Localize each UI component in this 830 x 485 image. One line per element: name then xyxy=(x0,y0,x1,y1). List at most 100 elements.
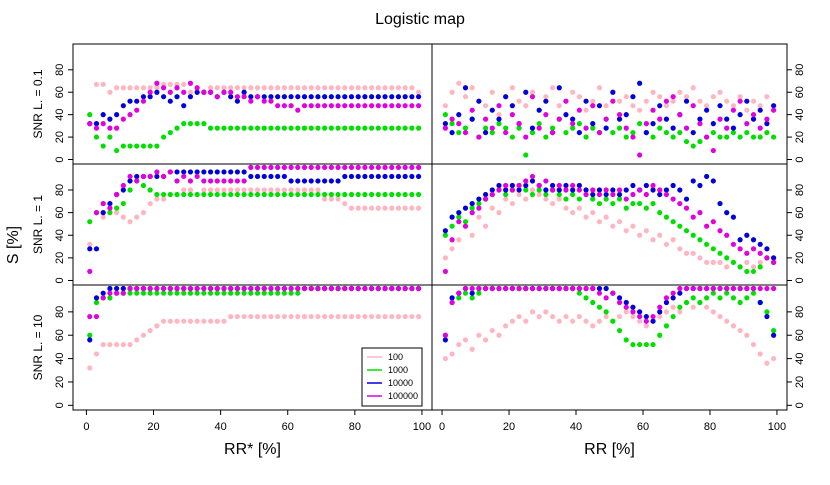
point xyxy=(295,94,301,100)
point xyxy=(221,290,227,296)
point xyxy=(375,285,381,292)
point xyxy=(174,169,180,175)
point xyxy=(348,164,355,170)
point xyxy=(369,191,375,198)
point xyxy=(469,290,475,296)
point xyxy=(523,187,529,193)
point xyxy=(254,191,261,198)
point xyxy=(456,129,462,136)
point xyxy=(308,313,314,320)
point xyxy=(234,98,241,104)
point xyxy=(757,264,763,270)
point xyxy=(529,129,536,136)
point xyxy=(704,295,710,301)
point xyxy=(295,191,301,198)
point xyxy=(147,143,153,149)
point xyxy=(583,295,589,301)
point xyxy=(462,125,469,131)
point xyxy=(516,121,522,127)
point xyxy=(690,214,696,220)
point xyxy=(456,290,462,296)
point xyxy=(187,187,194,193)
point xyxy=(281,191,287,198)
point xyxy=(690,250,696,256)
point xyxy=(114,210,120,216)
point xyxy=(107,210,113,216)
point xyxy=(509,85,515,91)
point xyxy=(322,178,328,184)
point xyxy=(201,121,207,127)
point xyxy=(288,164,294,170)
point xyxy=(207,178,214,184)
point xyxy=(187,191,194,198)
point xyxy=(402,103,408,109)
point xyxy=(127,85,133,91)
point xyxy=(214,191,220,198)
y-tick-label: 40 xyxy=(54,352,66,364)
point xyxy=(328,85,334,91)
point xyxy=(456,341,462,348)
point xyxy=(556,191,562,198)
point xyxy=(342,94,348,100)
point xyxy=(710,129,716,136)
y-tick-label: 40 xyxy=(794,229,806,241)
point xyxy=(147,85,153,91)
point xyxy=(308,191,314,198)
point xyxy=(697,299,703,306)
point xyxy=(281,290,287,296)
point xyxy=(288,285,294,292)
point xyxy=(322,164,328,170)
point xyxy=(87,337,93,343)
point xyxy=(281,164,287,170)
point xyxy=(187,178,194,184)
point xyxy=(234,94,241,100)
point xyxy=(583,191,589,198)
point xyxy=(295,85,301,91)
point xyxy=(187,285,194,292)
point xyxy=(362,94,368,100)
point xyxy=(523,178,529,184)
point xyxy=(248,98,254,104)
point xyxy=(308,103,314,109)
point xyxy=(261,285,267,292)
point xyxy=(643,323,649,329)
point xyxy=(670,304,676,310)
point xyxy=(610,191,616,198)
point xyxy=(201,290,207,296)
x-tick-label: 60 xyxy=(282,421,294,433)
x-tick-label: 60 xyxy=(637,421,649,433)
point xyxy=(482,223,489,229)
point xyxy=(744,259,750,265)
point xyxy=(147,290,153,296)
point xyxy=(570,116,576,122)
point xyxy=(536,125,542,131)
point xyxy=(717,116,723,122)
point xyxy=(415,191,422,198)
point xyxy=(114,191,120,198)
point xyxy=(536,107,542,113)
point xyxy=(275,191,281,198)
point xyxy=(737,112,743,118)
point xyxy=(328,103,334,109)
y-tick-label: 80 xyxy=(54,184,66,196)
point xyxy=(214,318,220,324)
point xyxy=(496,187,502,193)
point xyxy=(315,85,321,91)
point xyxy=(509,182,515,189)
point xyxy=(750,98,757,104)
y-tick-label: 20 xyxy=(794,131,806,143)
point xyxy=(261,290,267,296)
point xyxy=(757,107,763,113)
point xyxy=(556,196,562,202)
point xyxy=(683,98,690,104)
point xyxy=(590,98,596,104)
point xyxy=(348,205,355,211)
point xyxy=(482,103,489,109)
point xyxy=(261,187,267,193)
point xyxy=(449,299,455,306)
point xyxy=(757,241,763,247)
point xyxy=(442,255,448,261)
point xyxy=(134,178,140,184)
point xyxy=(402,164,408,170)
point xyxy=(476,134,482,140)
